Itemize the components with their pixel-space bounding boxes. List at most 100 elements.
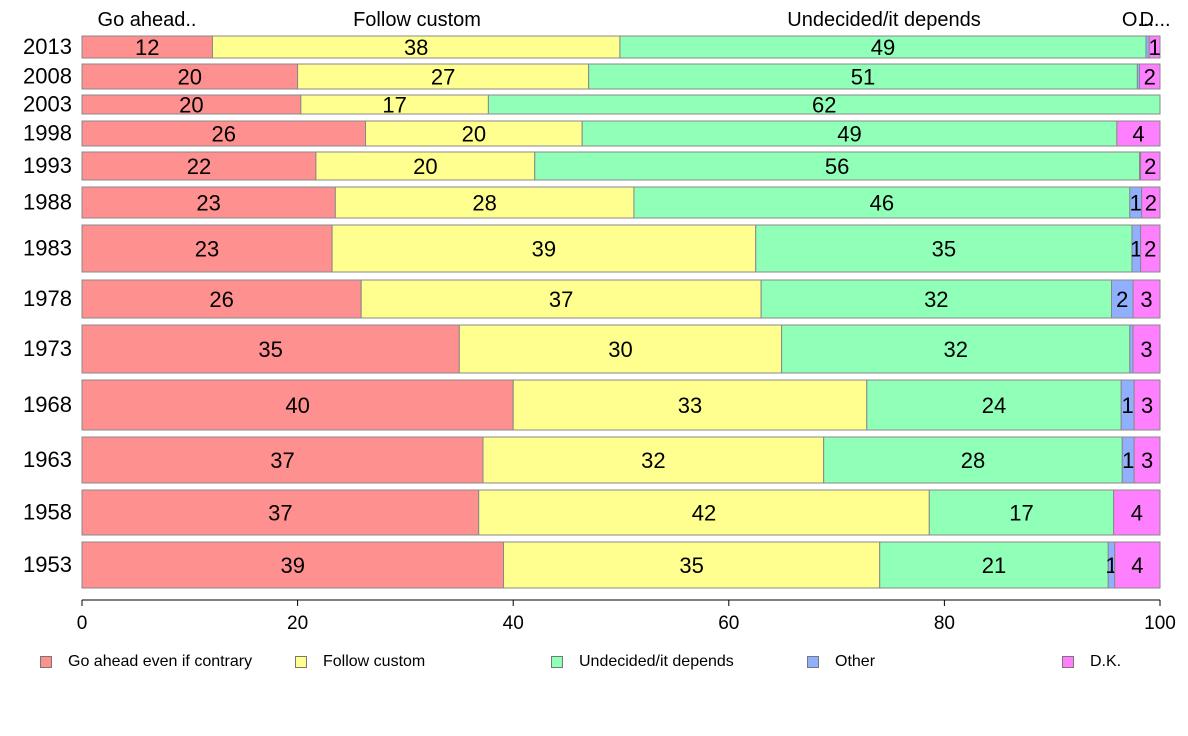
series-header-2: Undecided/it depends xyxy=(787,9,980,31)
data-label-1998-series-4: 4 xyxy=(1132,122,1144,147)
data-label-1988-series-4: 2 xyxy=(1145,191,1157,216)
data-label-1953-series-4: 4 xyxy=(1131,553,1143,578)
data-label-1998-series-2: 49 xyxy=(837,122,861,147)
data-label-1968-series-0: 40 xyxy=(285,393,309,418)
data-label-2003-series-0: 20 xyxy=(179,93,203,118)
data-label-1993-series-1: 20 xyxy=(413,154,437,179)
data-label-1958-series-4: 4 xyxy=(1131,501,1143,526)
bar-1988-series-4 xyxy=(1141,186,1161,219)
y-tick-label-1993: 1993 xyxy=(23,153,72,178)
bar-1953-series-4 xyxy=(1114,541,1161,589)
bar-1973-series-2 xyxy=(781,324,1131,374)
bar-1993-series-1 xyxy=(315,151,536,181)
data-label-2008-series-4: 2 xyxy=(1144,65,1156,90)
bar-1998-series-4 xyxy=(1116,120,1161,147)
bar-1983-series-0 xyxy=(81,224,333,273)
bar-1993-series-0 xyxy=(81,151,317,181)
data-label-2003-series-2: 62 xyxy=(812,93,836,118)
data-label-1973-series-1: 30 xyxy=(608,337,632,362)
data-label-1953-series-2: 21 xyxy=(982,553,1006,578)
bar-1998-series-0 xyxy=(81,120,367,147)
bar-2008-series-4 xyxy=(1139,63,1161,90)
data-label-1978-series-0: 26 xyxy=(209,287,233,312)
bar-1968-series-1 xyxy=(512,379,868,431)
data-label-2013-series-1: 38 xyxy=(404,35,428,60)
data-label-1978-series-1: 37 xyxy=(549,287,573,312)
bar-1983-series-1 xyxy=(331,224,757,273)
data-label-1963-series-3: 1 xyxy=(1122,448,1134,473)
series-header-3: O... xyxy=(1122,9,1154,31)
data-label-2003-series-1: 17 xyxy=(382,93,406,118)
legend-item-other: Other xyxy=(807,652,875,672)
legend-label-dk: D.K. xyxy=(1090,653,1122,670)
data-label-1963-series-1: 32 xyxy=(641,448,665,473)
bar-1993-series-4 xyxy=(1140,151,1161,181)
legend-swatch-go-ahead xyxy=(40,656,52,668)
data-label-1978-series-3: 2 xyxy=(1116,287,1128,312)
data-label-1983-series-0: 23 xyxy=(195,237,219,262)
data-label-1983-series-2: 35 xyxy=(932,237,956,262)
data-label-1978-series-4: 3 xyxy=(1140,287,1152,312)
data-label-1973-series-2: 32 xyxy=(943,337,967,362)
y-tick-label-2013: 2013 xyxy=(23,34,72,59)
x-tick-label-80: 80 xyxy=(934,613,955,634)
bar-1963-series-2 xyxy=(823,436,1123,484)
legend-item-undecided: Undecided/it depends xyxy=(551,652,734,672)
data-label-1998-series-1: 20 xyxy=(462,122,486,147)
y-tick-label-1978: 1978 xyxy=(23,286,72,311)
data-label-2013-series-0: 12 xyxy=(135,35,159,60)
y-tick-label-1968: 1968 xyxy=(23,392,72,417)
bar-1963-series-0 xyxy=(81,436,484,484)
bar-1973-series-4 xyxy=(1132,324,1161,374)
legend-label-go-ahead: Go ahead even if contrary xyxy=(68,653,253,670)
data-label-1968-series-3: 1 xyxy=(1122,393,1134,418)
legend: Go ahead even if contrary Follow custom … xyxy=(0,652,1188,674)
legend-swatch-undecided xyxy=(551,656,563,668)
data-label-1983-series-1: 39 xyxy=(532,237,556,262)
bar-1953-series-2 xyxy=(879,541,1109,589)
legend-swatch-dk xyxy=(1062,656,1074,668)
bar-1958-series-1 xyxy=(478,489,930,536)
bar-1978-series-0 xyxy=(81,279,362,319)
data-label-1988-series-0: 23 xyxy=(196,191,220,216)
bar-2003-series-2 xyxy=(487,94,1161,115)
bar-1988-series-0 xyxy=(81,186,336,219)
data-label-1993-series-4: 2 xyxy=(1144,154,1156,179)
bar-2013-series-4 xyxy=(1148,35,1161,59)
data-label-1963-series-4: 3 xyxy=(1141,448,1153,473)
x-tick-label-40: 40 xyxy=(503,613,524,634)
y-tick-label-1988: 1988 xyxy=(23,190,72,215)
data-label-2013-series-4: 1 xyxy=(1148,35,1160,60)
data-label-1953-series-0: 39 xyxy=(281,553,305,578)
x-tick-label-0: 0 xyxy=(77,613,88,634)
data-label-1983-series-3: 1 xyxy=(1130,237,1142,262)
stacked-bar-chart: Go ahead.. Follow custom Undecided/it depe… xyxy=(23,9,1176,634)
data-label-1968-series-2: 24 xyxy=(982,393,1006,418)
data-label-1968-series-1: 33 xyxy=(678,393,702,418)
data-label-1993-series-0: 22 xyxy=(187,154,211,179)
bar-1958-series-0 xyxy=(81,489,480,536)
y-tick-label-1973: 1973 xyxy=(23,336,72,361)
data-label-1973-series-4: 3 xyxy=(1140,337,1152,362)
bar-1978-series-2 xyxy=(760,279,1112,319)
data-label-2013-series-2: 49 xyxy=(871,35,895,60)
y-tick-label-1958: 1958 xyxy=(23,500,72,525)
data-label-1963-series-0: 37 xyxy=(270,448,294,473)
bar-1983-series-2 xyxy=(755,224,1133,273)
bar-1978-series-1 xyxy=(360,279,762,319)
data-label-1988-series-3: 1 xyxy=(1130,191,1142,216)
legend-swatch-follow-custom xyxy=(295,656,307,668)
bar-1983-series-4 xyxy=(1140,224,1161,273)
data-label-1983-series-4: 2 xyxy=(1144,237,1156,262)
data-label-1978-series-2: 32 xyxy=(924,287,948,312)
data-label-1953-series-1: 35 xyxy=(679,553,703,578)
data-label-1958-series-0: 37 xyxy=(268,501,292,526)
bar-1968-series-0 xyxy=(81,379,514,431)
legend-item-dk: D.K. xyxy=(1062,652,1121,672)
y-tick-label-2003: 2003 xyxy=(23,92,72,117)
bar-2008-series-2 xyxy=(588,63,1138,90)
bar-1963-series-4 xyxy=(1133,436,1161,484)
y-tick-label-1953: 1953 xyxy=(23,552,72,577)
x-tick-label-60: 60 xyxy=(718,613,739,634)
bar-1953-series-1 xyxy=(502,541,881,589)
